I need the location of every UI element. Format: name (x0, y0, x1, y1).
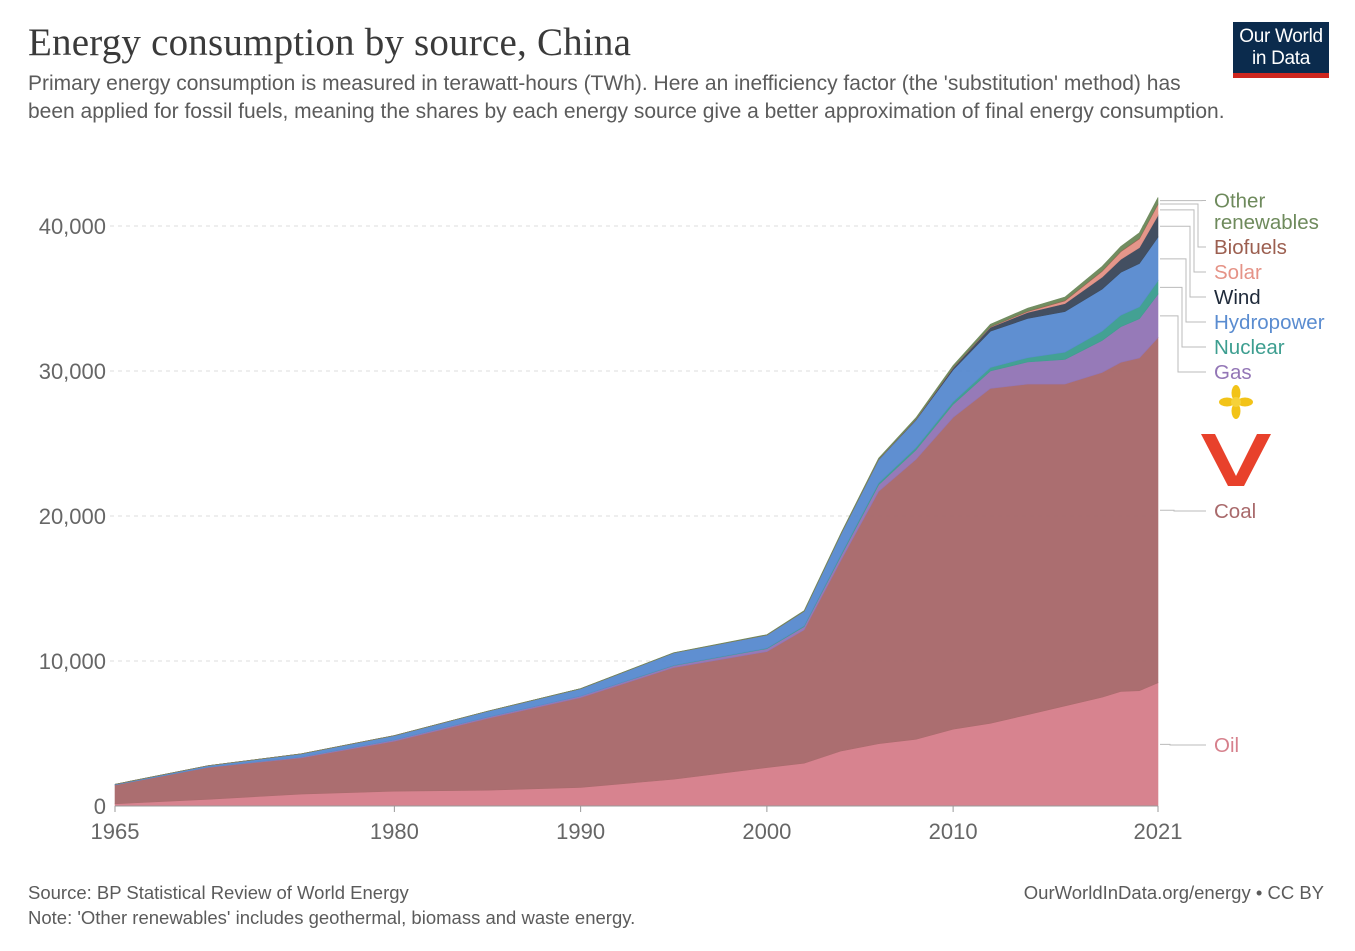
legend-label-solar: Solar (1214, 261, 1262, 284)
y-tick-label: 0 (94, 794, 106, 819)
legend-connector (1160, 743, 1206, 746)
x-tick-label: 2000 (742, 819, 791, 844)
x-tick-label: 2010 (929, 819, 978, 844)
legend-connector (1160, 225, 1206, 298)
source-text: Source: BP Statistical Review of World E… (28, 882, 409, 903)
x-tick-label: 1980 (370, 819, 419, 844)
area-other-renewables (114, 197, 1159, 785)
legend-label-coal: Coal (1214, 500, 1256, 523)
logo-line-2: in Data (1251, 48, 1311, 69)
legend-connector (1160, 209, 1206, 273)
legend-label-gas: Gas (1214, 361, 1252, 384)
x-tick-label: 1990 (556, 819, 605, 844)
sparkle-icon (1219, 385, 1253, 419)
legend-connector (1160, 286, 1206, 348)
legend-label-oil: Oil (1214, 734, 1239, 757)
footer-credit[interactable]: OurWorldInData.org/energy • CC BY (1023, 882, 1324, 903)
legend-label-nuclear: Nuclear (1214, 336, 1285, 359)
legend-label-other-renewables: Other renewables (1214, 190, 1319, 235)
legend-label-wind: Wind (1214, 286, 1261, 309)
y-tick-label: 40,000 (39, 214, 106, 239)
legend-label-hydropower: Hydropower (1214, 311, 1325, 334)
legend-connector (1160, 203, 1206, 248)
logo-accent-bar (1233, 73, 1329, 78)
y-tick-label: 20,000 (39, 504, 106, 529)
owid-logo[interactable]: Our World in Data (1233, 22, 1329, 78)
v-logo-icon (1201, 434, 1271, 486)
y-tick-label: 10,000 (39, 649, 106, 674)
legend-connector (1160, 509, 1206, 512)
legend-label-biofuels: Biofuels (1214, 236, 1287, 259)
footer-left: Source: BP Statistical Review of World E… (28, 880, 635, 930)
chart-subtitle: Primary energy consumption is measured i… (28, 72, 1225, 123)
note-text: Note: 'Other renewables' includes geothe… (28, 907, 636, 928)
legend-connector (1160, 258, 1206, 323)
legend-connector (1160, 315, 1206, 373)
logo-line-1: Our World (1239, 26, 1323, 47)
chart-title: Energy consumption by source, China (28, 21, 632, 64)
x-tick-label: 1965 (91, 819, 140, 844)
y-tick-label: 30,000 (39, 359, 106, 384)
x-tick-label: 2021 (1134, 819, 1183, 844)
